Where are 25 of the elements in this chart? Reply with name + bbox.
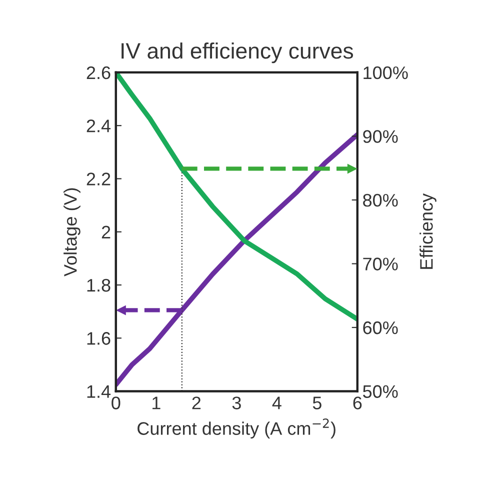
y-tick-label: 2.2 — [86, 172, 110, 186]
x-axis-title: Current density (A cm$^{−2}$) — [138, 418, 336, 439]
y2-tick-label: 100% — [364, 66, 408, 80]
x-tick-label: 6 — [353, 396, 362, 410]
x-tick-label: 2 — [192, 396, 201, 410]
y-tick-label: 1.8 — [87, 278, 110, 292]
y-tick-label: 1.6 — [87, 332, 110, 345]
y-tick-label: 2.6 — [86, 66, 110, 80]
y-tick-label: 1.4 — [87, 385, 111, 398]
y2-tick-label: 50% — [363, 385, 398, 398]
x-tick-label: 5 — [312, 396, 322, 410]
line-series — [116, 132, 358, 388]
y-tick-label: 2.4 — [86, 120, 111, 132]
y2-tick-label: 90% — [363, 130, 398, 143]
x-tick-label: 3 — [232, 396, 241, 410]
y2-axis-title: Efficiency — [420, 193, 436, 269]
x-tick-label: 4 — [272, 396, 282, 410]
y2-tick-label: 60% — [363, 321, 398, 334]
x-tick-label: 1 — [152, 396, 160, 410]
x-tick-label: 0 — [112, 396, 120, 410]
y-tick-label: 2 — [102, 226, 110, 238]
y-axis-title: Voltage (V) — [64, 188, 80, 276]
y2-tick-label: 70% — [363, 258, 398, 270]
chart-title: IV and efficiency curves — [122, 42, 354, 64]
y2-tick-label: 80% — [363, 194, 398, 207]
